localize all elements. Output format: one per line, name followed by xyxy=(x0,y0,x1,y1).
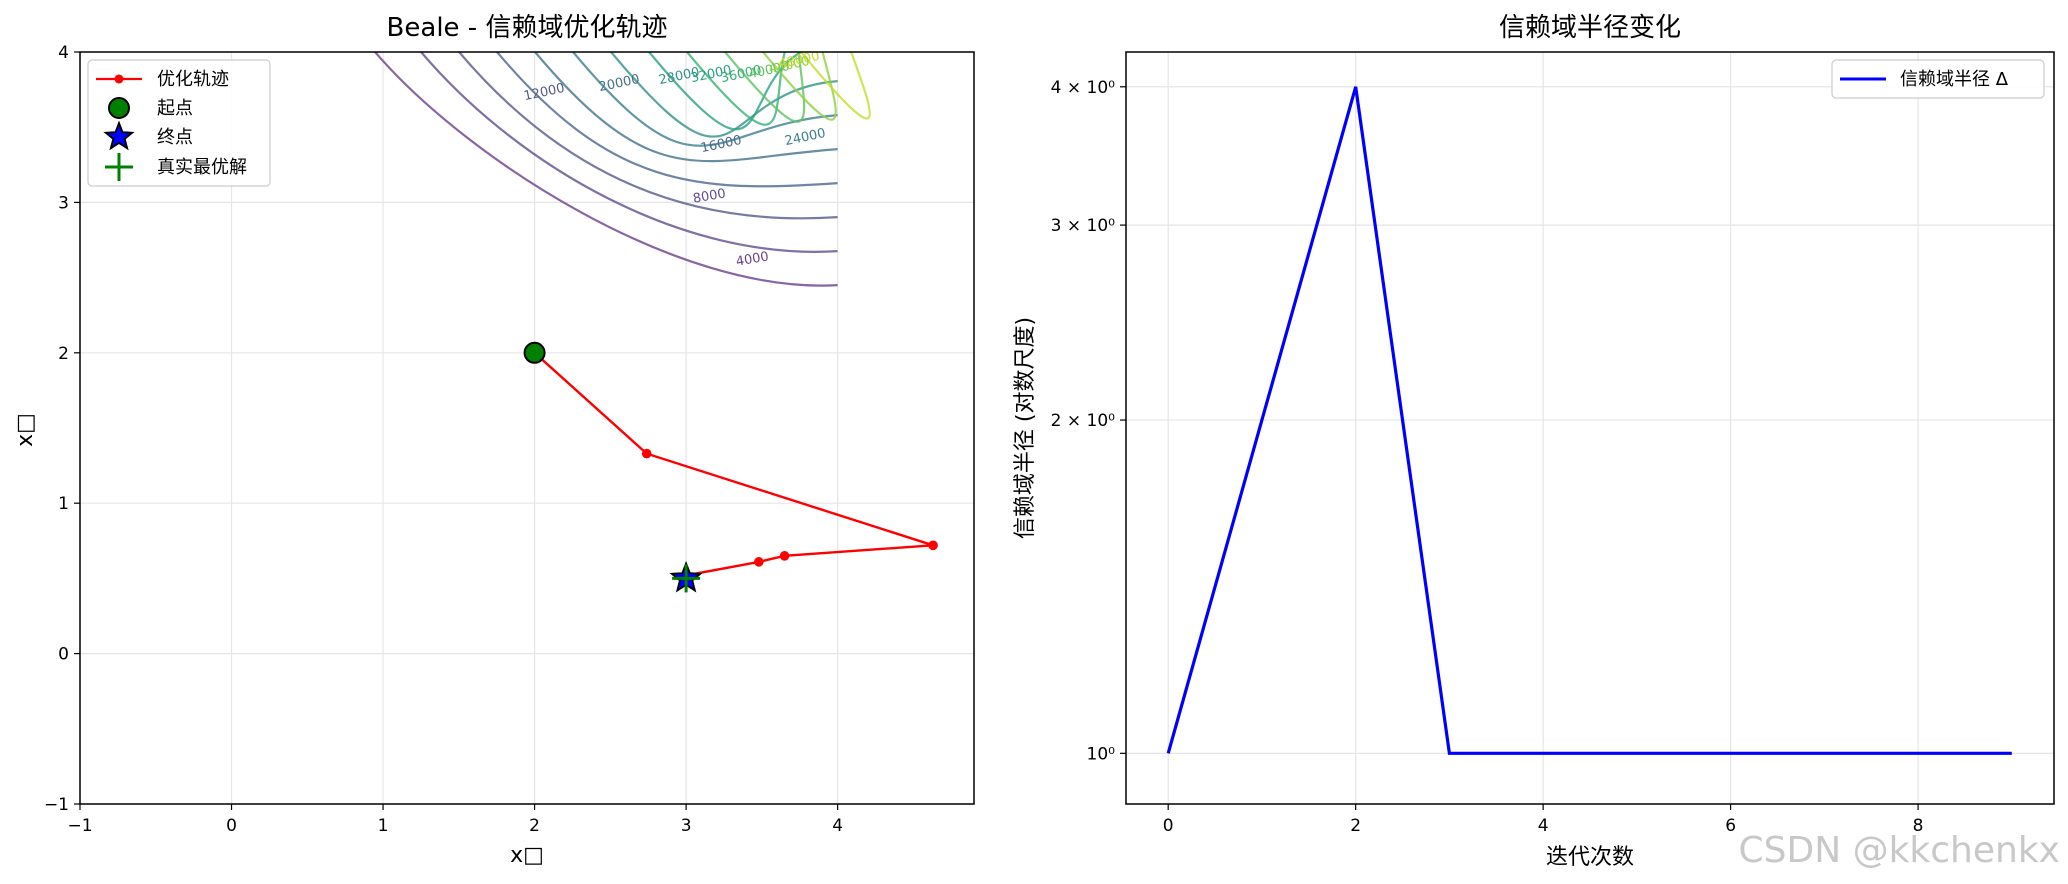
right-y-axis-label: 信赖域半径 (对数尺度) xyxy=(1013,317,1038,539)
legend-trajectory-marker xyxy=(114,74,124,84)
legend-start-label: 起点 xyxy=(157,98,193,119)
right-x-tick-label: 4 xyxy=(1538,816,1549,836)
start-point-marker xyxy=(523,341,546,364)
left-ticks: −1 0 1 2 3 4 −1 0 1 2 3 4 xyxy=(44,43,843,836)
contour-line xyxy=(534,52,838,163)
left-y-tick-label: 4 xyxy=(58,43,69,63)
right-x-axis-label: 迭代次数 xyxy=(1546,845,1634,870)
right-x-tick-label: 8 xyxy=(1913,816,1924,836)
legend-optimum-label: 真实最优解 xyxy=(157,157,247,178)
contour-line xyxy=(610,52,838,138)
contour-line xyxy=(572,52,838,147)
right-chart-title: 信赖域半径变化 xyxy=(1499,13,1681,43)
right-y-tick-label: 2 × 10⁰ xyxy=(1051,411,1115,431)
left-y-axis-label: x□ xyxy=(13,413,38,447)
left-y-tick-label: 3 xyxy=(58,193,69,213)
watermark: CSDN @kkchenkx xyxy=(1738,830,2060,871)
legend-start-marker xyxy=(108,97,130,119)
trajectory-plot: Beale - 信赖域优化轨迹 400080001200016000200002… xyxy=(13,13,975,868)
marker-layer xyxy=(523,341,703,593)
right-x-tick-label: 0 xyxy=(1163,816,1174,836)
legend-radius-label: 信赖域半径 Δ xyxy=(1900,69,2009,90)
left-x-tick-label: 0 xyxy=(226,816,237,836)
left-x-tick-label: 1 xyxy=(378,816,389,836)
contour-label: 20000 xyxy=(597,72,641,95)
left-y-tick-label: 2 xyxy=(58,344,69,364)
contour-lines: 4000800012000160002000024000280003200036… xyxy=(374,52,871,287)
left-y-tick-label: 1 xyxy=(58,494,69,514)
left-legend: 优化轨迹 起点 终点 真实最优解 xyxy=(87,59,271,187)
right-y-tick-label: 3 × 10⁰ xyxy=(1051,216,1115,236)
legend-end-label: 终点 xyxy=(157,127,193,148)
contour-line xyxy=(420,52,838,253)
radius-plot: 信赖域半径变化 0 2 4 6 8 10⁰ 2 × 10⁰ 3 × 10⁰ 4 × 10⁰ 迭代… xyxy=(1013,13,2055,870)
left-x-tick-label: −1 xyxy=(67,816,92,836)
trajectory-point xyxy=(779,551,790,561)
right-y-tick-label: 4 × 10⁰ xyxy=(1051,78,1115,98)
radius-line xyxy=(1166,86,2012,755)
legend-end-marker xyxy=(103,120,135,151)
trajectory-line xyxy=(533,351,934,579)
left-y-tick-label: 0 xyxy=(58,645,69,665)
right-axes-frame xyxy=(1125,51,2055,805)
trajectory-point xyxy=(641,448,652,459)
legend-box xyxy=(87,59,271,187)
contour-line xyxy=(762,52,837,121)
contour-line xyxy=(686,52,786,126)
contour-line xyxy=(800,52,871,120)
legend-trajectory-label: 优化轨迹 xyxy=(157,69,229,90)
left-x-tick-label: 3 xyxy=(681,816,692,836)
radius-series xyxy=(1166,86,2012,755)
contour-label: 8000 xyxy=(692,186,727,207)
left-x-tick-label: 2 xyxy=(529,816,540,836)
contour-line xyxy=(724,52,806,123)
right-legend: 信赖域半径 Δ xyxy=(1831,59,2045,99)
trajectory-point xyxy=(928,540,938,551)
contour-label: 4000 xyxy=(735,249,770,270)
left-x-axis-label: x□ xyxy=(510,843,544,868)
contour-line xyxy=(374,52,838,287)
right-y-tick-label: 10⁰ xyxy=(1087,744,1116,764)
right-x-tick-label: 6 xyxy=(1725,816,1736,836)
contour-line xyxy=(458,52,838,220)
left-y-tick-label: −1 xyxy=(44,795,69,815)
contour-label: 24000 xyxy=(783,126,827,149)
right-ticks: 0 2 4 6 8 10⁰ 2 × 10⁰ 3 × 10⁰ 4 × 10⁰ xyxy=(1051,78,1924,836)
right-x-tick-label: 2 xyxy=(1350,816,1361,836)
contour-line xyxy=(496,52,838,188)
trajectory-series xyxy=(529,348,938,584)
left-x-tick-label: 4 xyxy=(832,816,843,836)
left-axes-frame xyxy=(79,51,975,805)
legend-box xyxy=(1831,59,2045,99)
right-gridlines xyxy=(1126,52,2054,804)
trajectory-point xyxy=(754,557,764,567)
left-chart-title: Beale - 信赖域优化轨迹 xyxy=(387,13,668,43)
